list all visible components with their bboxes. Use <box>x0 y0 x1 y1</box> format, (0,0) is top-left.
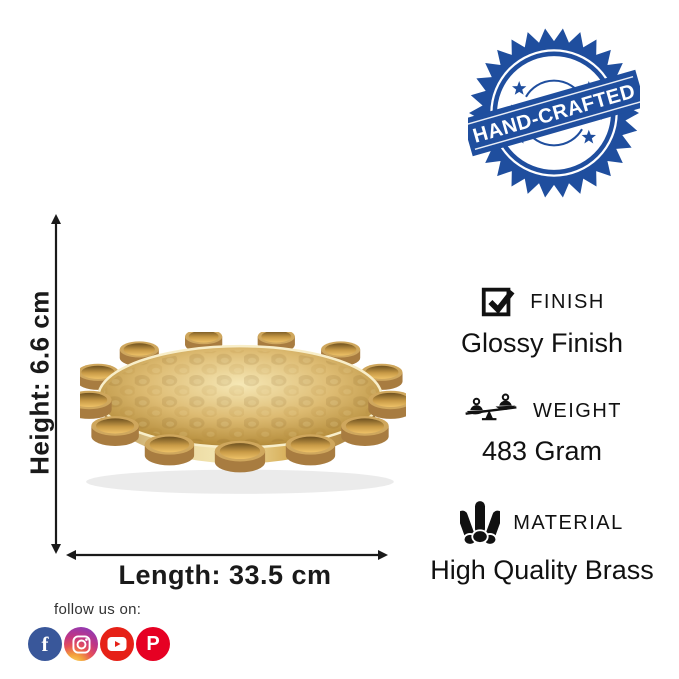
product-shadow <box>86 469 394 494</box>
check-square-icon <box>482 287 515 317</box>
facebook-icon: f <box>28 627 62 661</box>
feature-material-value: High Quality Brass <box>430 555 654 585</box>
product-photo-brass-urli <box>80 332 406 494</box>
feature-finish-value: Glossy Finish <box>460 328 624 358</box>
length-dimension-label: Length: 33.5 cm <box>118 560 332 590</box>
feature-finish: FINISH Glossy Finish <box>408 283 676 359</box>
youtube-icon <box>100 627 134 661</box>
feature-material: MATERIAL High Quality Brass <box>408 498 676 586</box>
instagram-icon <box>64 627 98 661</box>
height-dimension-label: Height: 6.6 cm <box>24 290 55 475</box>
feature-material-label: MATERIAL <box>513 511 624 534</box>
tealight-cups-front <box>80 390 406 473</box>
hammered-texture <box>103 350 377 444</box>
pinterest-icon: P <box>136 627 170 661</box>
metal-rods-icon <box>460 501 501 546</box>
balance-scale-icon <box>465 393 517 421</box>
length-dimension-arrow <box>66 550 388 560</box>
feature-weight: WEIGHT 483 Gram <box>408 393 676 467</box>
height-dimension-arrow <box>51 214 61 554</box>
hand-crafted-badge: HAND-CRAFTED <box>468 28 640 198</box>
feature-weight-value: 483 Gram <box>481 436 603 466</box>
feature-finish-label: FINISH <box>530 290 605 313</box>
social-icons-row: f P <box>28 627 170 661</box>
follow-us-heading: follow us on: <box>54 601 142 618</box>
feature-weight-label: WEIGHT <box>533 399 622 422</box>
